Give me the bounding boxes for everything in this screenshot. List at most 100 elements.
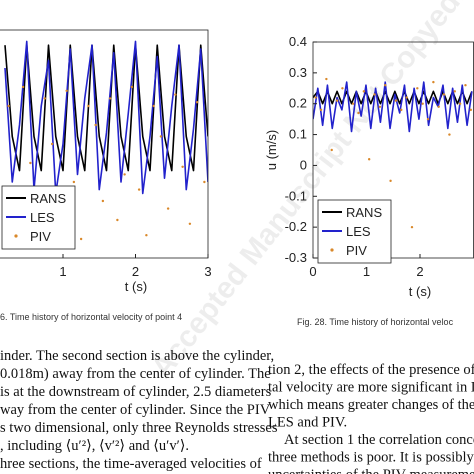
piv-point [437,105,440,109]
piv-point [174,93,177,96]
piv-point [203,180,206,184]
legend-label: LES [346,224,371,239]
piv-point [335,99,339,102]
y-tick-label: 0.1 [289,127,307,142]
body-line: , including ⟨u′²⟩, ⟨v′²⟩ and ⟨u′v′⟩. [0,438,189,454]
piv-point [357,111,360,115]
piv-point [432,80,435,84]
piv-point [351,102,355,105]
piv-point [195,101,199,104]
legend-label: PIV [346,243,367,258]
piv-point [421,102,424,105]
series-line [313,81,473,133]
piv-point [400,108,403,112]
body-line: LES and PIV. [268,415,347,431]
body-line: 0.018m) away from the center of cylinder… [0,366,271,382]
piv-point [389,179,392,183]
piv-point [43,97,47,100]
piv-point [319,108,323,112]
y-axis-label: u (m/s) [264,130,279,170]
series-line [4,40,208,195]
piv-point [373,93,376,96]
piv-point [116,218,119,222]
body-line: s two dimensional, only three Reynolds s… [0,420,278,436]
piv-point [405,96,408,99]
series-line [4,44,208,172]
piv-point [159,135,163,138]
body-line: way from the center of cylinder. Since t… [0,402,271,418]
piv-point [21,85,25,89]
piv-point [325,77,328,81]
piv-point [469,108,473,112]
piv-point [426,117,430,121]
series-line [313,90,473,105]
x-tick-label: 2 [132,264,139,279]
piv-point [453,90,456,93]
legend-swatch [330,248,334,252]
piv-point [145,234,148,237]
body-line: is at the downstream of cylinder, 2.5 di… [0,384,272,400]
piv-point [137,188,141,191]
piv-point [101,199,105,203]
piv-point [448,133,451,136]
y-tick-label: 0 [300,157,307,172]
piv-point [330,148,333,152]
y-tick-label: -0.3 [285,250,307,265]
piv-point [29,161,32,165]
y-tick-label: 0.3 [289,65,307,80]
y-tick-label: 0.2 [289,96,307,111]
piv-point [410,225,414,229]
piv-point [7,104,10,108]
x-tick-label: 1 [59,264,66,279]
piv-point [65,89,68,93]
body-line: inder. The second section is above the c… [0,348,274,364]
legend-label: PIV [30,229,51,244]
piv-point [79,237,83,241]
legend-swatch [14,234,18,238]
axes-frame [0,29,209,259]
body-line: tion 2, the effects of the presence of c… [268,362,474,378]
piv-point [314,96,317,99]
x-axis-label: t (s) [125,279,147,294]
piv-point [94,123,97,127]
piv-point [108,97,112,100]
y-tick-label: -0.2 [285,219,307,234]
piv-point [464,84,467,87]
piv-point [367,158,371,161]
piv-point [87,104,90,108]
piv-point [123,173,126,176]
y-tick-label: 0.4 [289,34,307,49]
piv-point [362,90,366,93]
chart: 0 1 2 -0.3 -0.2 -0.1 0 0.1 0.2 0.3 0.4 t (s) u (m/s)… [264,34,474,327]
body-line: At section 1 the correlation concernin [284,432,474,448]
x-tick-label: 3 [204,264,211,279]
x-tick-label: 0 [309,264,316,279]
piv-point [188,222,192,225]
piv-point [152,104,155,108]
piv-point [50,142,54,146]
body-line: uncertainties of the PIV measurement. I [268,467,474,474]
piv-point [394,99,398,102]
figure-caption: Fig. 28. Time history of horizontal velo… [297,317,454,327]
piv-point [384,84,387,87]
x-tick-label: 1 [363,264,370,279]
piv-point [130,85,134,89]
piv-point [458,102,462,105]
body-line: which means greater changes of the hor [268,397,474,413]
chart: 1 2 3 t (s) RANS LES PIV 6. Time history of hor… [0,29,212,322]
piv-point [166,207,170,210]
piv-point [378,105,382,109]
body-line: tal velocity are more significant in LES… [268,380,474,396]
x-axis-label: t (s) [409,284,431,299]
piv-point [341,87,344,90]
body-line: hree sections, the time-averaged velocit… [0,456,262,472]
legend-label: RANS [346,205,382,220]
figure-caption: 6. Time history of horizontal velocity o… [0,312,182,322]
y-tick-label: -0.1 [285,188,307,203]
x-tick-label: 2 [416,264,423,279]
legend-label: RANS [30,191,66,206]
piv-point [442,93,446,96]
piv-point [416,87,419,90]
piv-point [72,180,76,184]
